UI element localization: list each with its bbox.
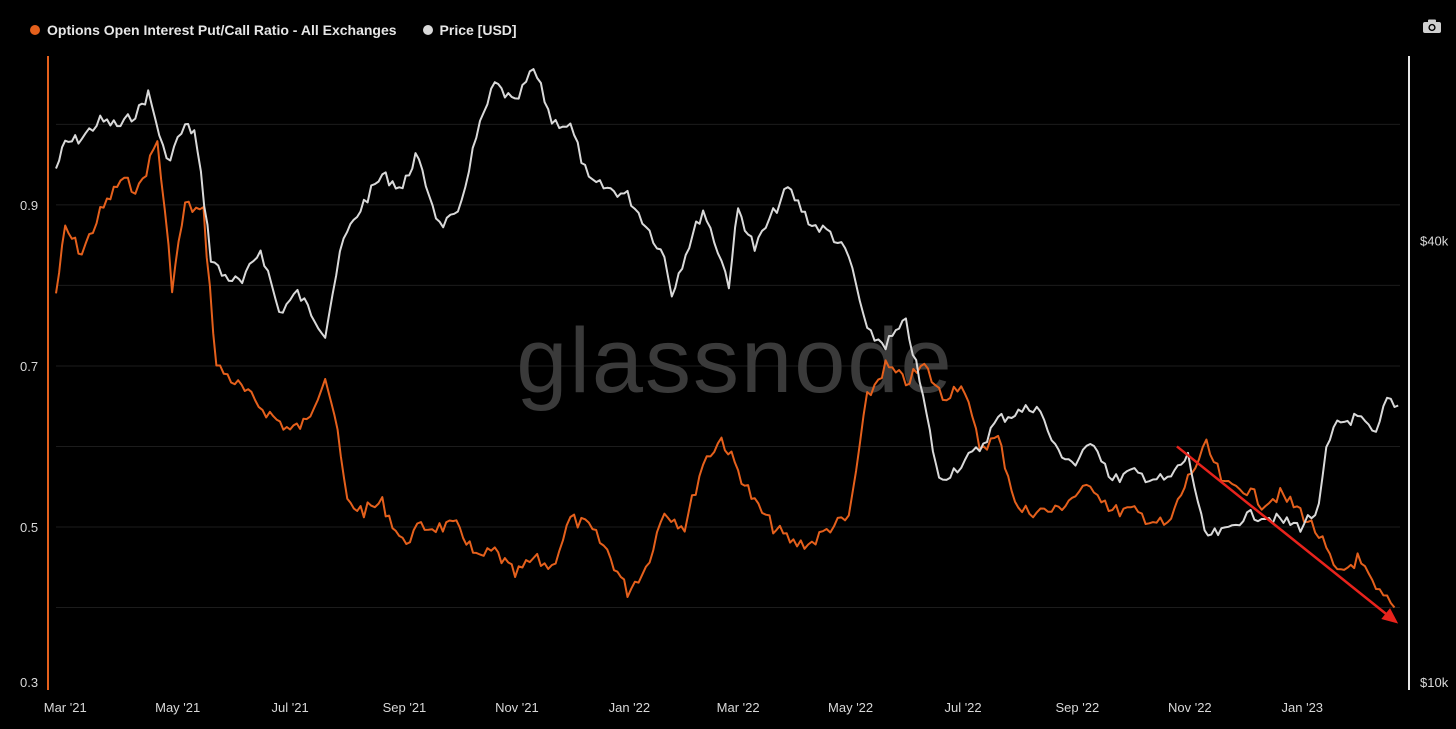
left-tick-label: 0.7 bbox=[20, 359, 38, 374]
annotation-arrow-head bbox=[1381, 608, 1399, 624]
legend-label-put-call-ratio: Options Open Interest Put/Call Ratio - A… bbox=[47, 22, 397, 38]
camera-icon[interactable] bbox=[1422, 18, 1442, 34]
legend-item-put-call-ratio[interactable]: Options Open Interest Put/Call Ratio - A… bbox=[30, 22, 397, 38]
left-tick-label: 0.5 bbox=[20, 520, 38, 535]
legend-dot-put-call-ratio bbox=[30, 25, 40, 35]
legend-item-price[interactable]: Price [USD] bbox=[422, 22, 517, 38]
x-tick-label: Nov '22 bbox=[1168, 700, 1212, 715]
series-layer bbox=[55, 68, 1399, 609]
grid-layer bbox=[56, 123, 1400, 608]
right-tick-label: $10k bbox=[1420, 675, 1449, 690]
annotation-layer bbox=[1176, 445, 1399, 624]
chart-legend: Options Open Interest Put/Call Ratio - A… bbox=[30, 18, 517, 42]
series-line-put-call-ratio bbox=[55, 140, 1396, 609]
axis-layer bbox=[47, 56, 1410, 690]
x-tick-label: May '21 bbox=[155, 700, 200, 715]
x-tick-label: May '22 bbox=[828, 700, 873, 715]
tick-layer: Mar '21 May '21 Jul '21 Sep '21 Nov '21 Jan '… bbox=[20, 198, 1449, 715]
watermark: glassnode bbox=[516, 310, 953, 412]
x-tick-label: Jan '23 bbox=[1282, 700, 1324, 715]
legend-dot-price bbox=[422, 25, 433, 35]
series-line-price bbox=[55, 68, 1399, 537]
x-tick-label: Sep '21 bbox=[383, 700, 427, 715]
x-tick-label: Jul '22 bbox=[944, 700, 981, 715]
x-tick-label: Nov '21 bbox=[495, 700, 539, 715]
legend-label-price: Price [USD] bbox=[439, 22, 517, 38]
x-tick-label: Mar '21 bbox=[44, 700, 87, 715]
x-tick-label: Jan '22 bbox=[609, 700, 651, 715]
left-tick-label: 0.9 bbox=[20, 198, 38, 213]
right-tick-label: $40k bbox=[1420, 234, 1449, 249]
x-tick-label: Mar '22 bbox=[717, 700, 760, 715]
left-tick-label: 0.3 bbox=[20, 675, 38, 690]
x-tick-label: Sep '22 bbox=[1056, 700, 1100, 715]
annotation-arrow-line bbox=[1176, 445, 1391, 618]
x-tick-label: Jul '21 bbox=[272, 700, 309, 715]
